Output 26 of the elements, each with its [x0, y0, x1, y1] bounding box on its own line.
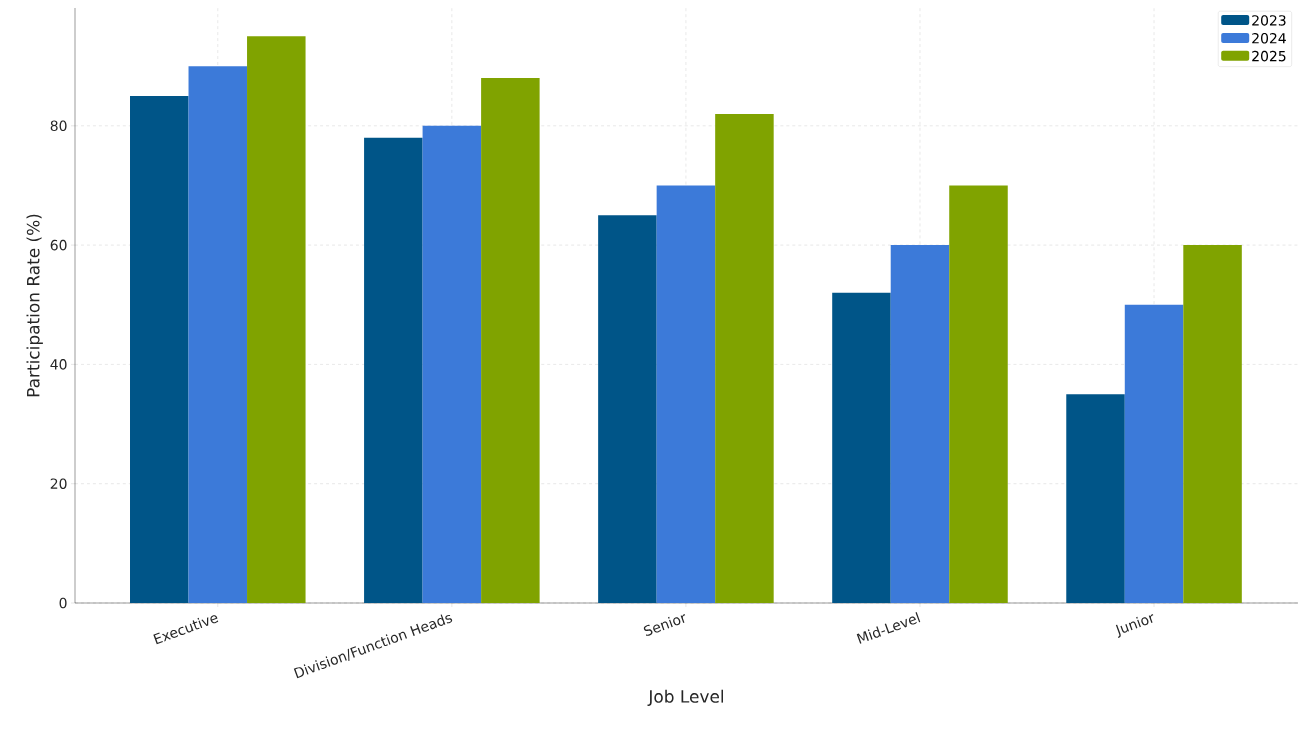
bar — [949, 185, 1008, 603]
bar — [481, 78, 540, 603]
x-tick-label: Senior — [643, 614, 686, 636]
y-axis-title: Participation Rate (%) — [26, 214, 43, 397]
y-tick-label: 80 — [50, 120, 67, 132]
bar — [130, 95, 189, 603]
y-tick-label: 60 — [50, 239, 67, 251]
bar — [364, 137, 423, 603]
bar — [656, 185, 716, 603]
bar — [1183, 245, 1242, 603]
y-tick-label: 20 — [50, 478, 67, 489]
legend-label: 2025 — [1252, 50, 1286, 62]
bar — [188, 66, 248, 603]
bar — [1066, 394, 1125, 603]
legend-label: 2024 — [1252, 32, 1286, 44]
bar — [598, 215, 657, 603]
bar — [890, 245, 950, 603]
bar — [832, 292, 891, 603]
y-tick-label: 40 — [50, 359, 67, 370]
y-tick-label: 0 — [59, 597, 67, 609]
x-axis-title: Job Level — [647, 689, 724, 706]
bar — [247, 36, 306, 603]
bar — [1124, 304, 1184, 603]
bar — [715, 113, 774, 603]
bar — [422, 125, 482, 603]
legend-label: 2023 — [1252, 15, 1286, 26]
